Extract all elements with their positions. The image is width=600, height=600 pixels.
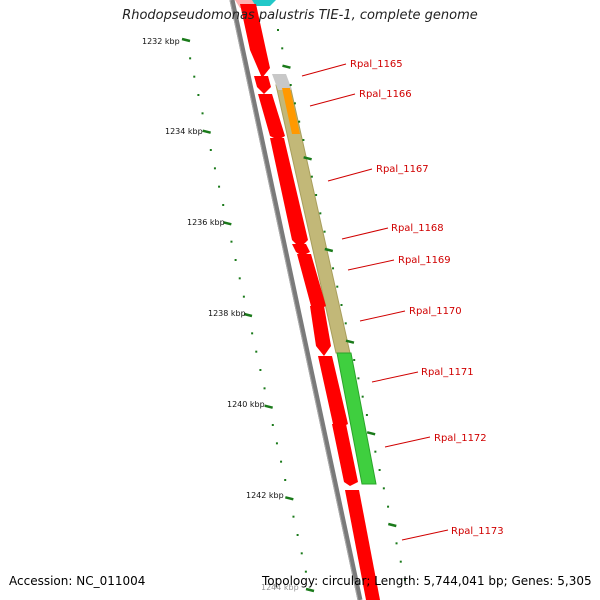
leader-rpal-1166 (309, 93, 356, 107)
cds-arrow-9 (332, 424, 358, 486)
ruler-label-1234: 1234 kbp (165, 127, 203, 136)
leader-rpal-1171 (371, 371, 419, 383)
cds-arrow-5 (292, 244, 310, 256)
gene-label-rpal-1170: Rpal_1170 (409, 306, 462, 317)
cds-arrow-3 (258, 94, 285, 140)
green-feature (336, 352, 377, 485)
ruler-major-tick (202, 129, 211, 134)
ruler-inner-major-tick (282, 64, 291, 69)
gene-label-rpal-1168: Rpal_1168 (391, 223, 444, 234)
cds-arrow-6 (297, 254, 326, 310)
orange-feature (282, 88, 300, 134)
ruler-inner-major-tick (366, 431, 376, 436)
genome-title: Rhodopseudomonas palustris TIE-1, comple… (122, 8, 478, 23)
cds-arrow-8 (318, 356, 348, 428)
ruler-inner-major-tick (303, 156, 312, 161)
leader-rpal-1170 (359, 310, 406, 322)
genome-backbone-highlight (229, 0, 359, 600)
ruler-major-tick (243, 312, 253, 318)
gene-label-rpal-1166: Rpal_1166 (359, 89, 412, 100)
leader-rpal-1167 (327, 168, 373, 182)
gene-label-rpal-1172: Rpal_1172 (434, 433, 487, 444)
ruler-major-tick (181, 37, 191, 43)
genome-backbone (229, 0, 363, 600)
gene-label-rpal-1165: Rpal_1165 (350, 59, 403, 70)
ruler-label-1244: 1244 kbp (261, 583, 299, 592)
ruler-label-1242: 1242 kbp (246, 491, 284, 500)
cds-arrow-4 (270, 138, 308, 248)
leader-rpal-1169 (347, 259, 395, 271)
cds-arrow-7 (310, 306, 331, 356)
cds-arrow-1 (240, 4, 270, 78)
genome-summary-text: Topology: circular; Length: 5,744,041 bp… (262, 574, 592, 588)
accession-text: Accession: NC_011004 (9, 574, 146, 588)
leader-rpal-1172 (384, 436, 431, 448)
ruler-major-tick (223, 221, 232, 226)
ruler-label-1236: 1236 kbp (187, 218, 225, 227)
ruler-major-tick (305, 587, 315, 593)
ruler-inner-major-tick (345, 339, 355, 344)
ruler-inner (277, 29, 406, 581)
cds-arrow-10 (345, 490, 380, 600)
gene-label-rpal-1169: Rpal_1169 (398, 255, 451, 266)
gene-label-rpal-1173: Rpal_1173 (451, 526, 504, 537)
ruler (181, 37, 315, 593)
ruler-inner-major-tick (324, 247, 334, 253)
cds-arrow-2 (254, 76, 271, 94)
ruler-label-1232: 1232 kbp (142, 37, 180, 46)
gene-label-rpal-1167: Rpal_1167 (376, 164, 429, 175)
gene-label-rpal-1171: Rpal_1171 (421, 367, 474, 378)
leader-rpal-1168 (341, 227, 389, 240)
ruler-inner-major-tick (387, 522, 397, 528)
leader-rpal-1165 (301, 63, 347, 77)
ruler-label-1240: 1240 kbp (227, 400, 265, 409)
leader-rpal-1173 (401, 529, 449, 541)
ruler-major-tick (264, 404, 273, 409)
gray-feature (272, 74, 292, 90)
ruler-label-1238: 1238 kbp (208, 309, 246, 318)
ruler-major-tick (285, 496, 294, 501)
